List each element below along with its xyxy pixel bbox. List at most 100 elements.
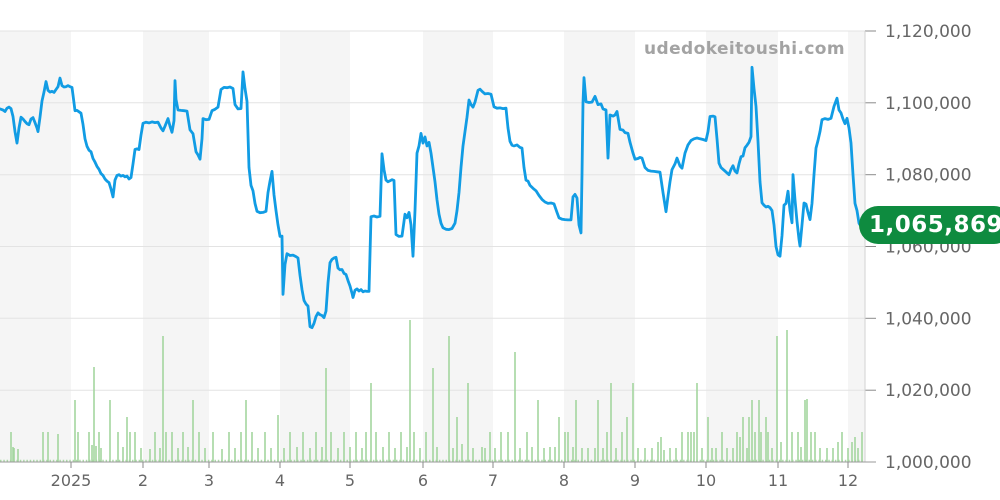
volume-bar bbox=[857, 448, 859, 462]
volume-bar bbox=[212, 432, 214, 462]
volume-bar bbox=[467, 383, 469, 462]
volume-bar bbox=[581, 448, 583, 462]
y-axis-label: 1,040,000 bbox=[885, 309, 972, 329]
volume-bar bbox=[810, 432, 812, 462]
volume-bar bbox=[182, 432, 184, 462]
volume-bar bbox=[95, 446, 97, 462]
volume-bar bbox=[494, 448, 496, 462]
volume-bar bbox=[797, 432, 799, 462]
x-axis-label: 5 bbox=[345, 471, 355, 490]
volume-bar bbox=[394, 448, 396, 462]
volume-bar bbox=[419, 448, 421, 462]
volume-bar bbox=[507, 432, 509, 462]
volume-bar bbox=[602, 448, 604, 462]
volume-bar bbox=[355, 432, 357, 462]
volume-bar bbox=[13, 448, 15, 462]
volume-bar bbox=[819, 448, 821, 462]
volume-bar bbox=[660, 437, 662, 462]
volume-bar bbox=[615, 448, 617, 462]
x-axis-label: 12 bbox=[838, 471, 858, 490]
volume-bar bbox=[100, 448, 102, 462]
x-axis-label: 6 bbox=[418, 471, 428, 490]
volume-bar bbox=[204, 448, 206, 462]
volume-bar bbox=[681, 432, 683, 462]
volume-bar bbox=[606, 432, 608, 462]
volume-bar bbox=[693, 432, 695, 462]
volume-bar bbox=[669, 448, 671, 462]
volume-bar bbox=[786, 330, 788, 462]
volume-bar bbox=[117, 432, 119, 462]
volume-bar bbox=[270, 448, 272, 462]
volume-bar bbox=[154, 432, 156, 462]
volume-bar bbox=[171, 432, 173, 462]
y-axis-label: 1,100,000 bbox=[885, 94, 972, 114]
volume-bar bbox=[707, 417, 709, 462]
volume-bar bbox=[861, 432, 863, 462]
volume-bar bbox=[370, 383, 372, 462]
volume-bar bbox=[626, 417, 628, 462]
volume-bar bbox=[98, 432, 100, 462]
volume-bar bbox=[594, 448, 596, 462]
volume-bar bbox=[461, 444, 463, 462]
volume-bar bbox=[17, 449, 19, 462]
x-axis-label: 3 bbox=[204, 471, 214, 490]
x-axis-label: 4 bbox=[275, 471, 285, 490]
x-axis-label: 9 bbox=[630, 471, 640, 490]
volume-bar bbox=[93, 367, 95, 462]
volume-bar bbox=[129, 432, 131, 462]
volume-bar bbox=[776, 336, 778, 462]
volume-bar bbox=[736, 432, 738, 462]
volume-bar bbox=[587, 448, 589, 462]
volume-bar bbox=[800, 447, 802, 462]
last-price-badge: 1,065,869 bbox=[859, 206, 1000, 244]
volume-bar bbox=[841, 432, 843, 462]
x-axis-label: 10 bbox=[696, 471, 716, 490]
volume-bar bbox=[732, 448, 734, 462]
volume-bar bbox=[701, 448, 703, 462]
volume-bar bbox=[257, 448, 259, 462]
volume-bar bbox=[432, 368, 434, 462]
volume-bar bbox=[159, 448, 161, 462]
volume-bar bbox=[177, 448, 179, 462]
volume-bar bbox=[814, 432, 816, 462]
volume-bar bbox=[413, 432, 415, 462]
volume-bar bbox=[847, 448, 849, 462]
volume-bar bbox=[234, 448, 236, 462]
volume-bar bbox=[484, 448, 486, 462]
volume-bar bbox=[315, 432, 317, 462]
x-axis-label: 11 bbox=[768, 471, 788, 490]
volume-bar bbox=[687, 432, 689, 462]
volume-bar bbox=[122, 447, 124, 462]
volume-bar bbox=[388, 432, 390, 462]
volume-bar bbox=[651, 448, 653, 462]
x-axis-label: 2025 bbox=[51, 471, 92, 490]
volume-bar bbox=[365, 432, 367, 462]
volume-bar bbox=[77, 432, 79, 462]
volume-bar bbox=[610, 383, 612, 462]
volume-bar bbox=[309, 448, 311, 462]
volume-bar bbox=[748, 417, 750, 462]
volume-bar bbox=[187, 447, 189, 462]
volume-bar bbox=[526, 432, 528, 462]
volume-bar bbox=[382, 447, 384, 462]
volume-bar bbox=[742, 417, 744, 462]
volume-bar bbox=[57, 434, 59, 462]
volume-bar bbox=[448, 336, 450, 462]
volume-bar bbox=[826, 448, 828, 462]
volume-bar bbox=[361, 448, 363, 462]
volume-bar bbox=[771, 448, 773, 462]
volume-bar bbox=[337, 448, 339, 462]
volume-bar bbox=[675, 448, 677, 462]
volume-bar bbox=[198, 432, 200, 462]
volume-bar bbox=[837, 442, 839, 462]
volume-bar bbox=[489, 432, 491, 462]
volume-bar bbox=[406, 447, 408, 462]
volume-bar bbox=[715, 448, 717, 462]
volume-bar bbox=[597, 400, 599, 462]
x-axis-label: 7 bbox=[488, 471, 498, 490]
volume-bar bbox=[621, 432, 623, 462]
volume-bar bbox=[330, 432, 332, 462]
volume-bar bbox=[721, 432, 723, 462]
y-axis-label: 1,020,000 bbox=[885, 381, 972, 401]
